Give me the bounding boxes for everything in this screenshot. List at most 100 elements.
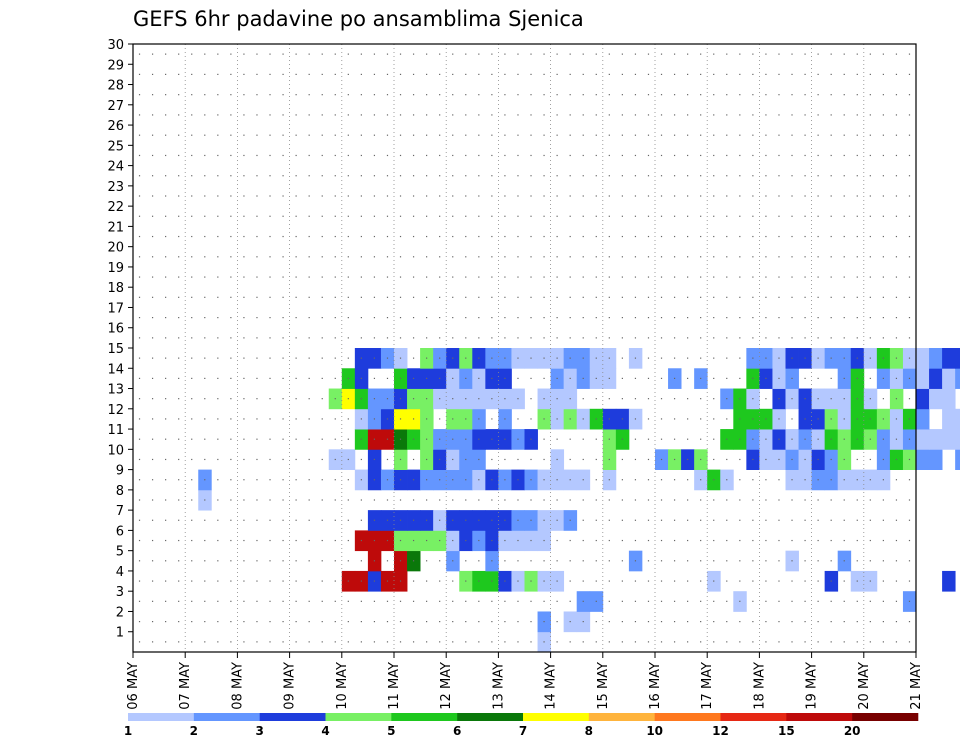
grid-dot	[269, 560, 271, 562]
grid-dot	[817, 317, 819, 319]
grid-dot	[713, 215, 715, 217]
grid-dot	[334, 134, 336, 136]
grid-dot	[726, 438, 728, 440]
grid-dot	[582, 600, 584, 602]
grid-dot	[817, 175, 819, 177]
grid-dot	[804, 276, 806, 278]
grid-dot	[713, 296, 715, 298]
grid-dot	[373, 580, 376, 582]
grid-dot	[726, 377, 728, 379]
grid-dot	[869, 114, 871, 116]
grid-dot	[165, 73, 167, 75]
grid-dot	[256, 256, 258, 258]
grid-dot	[765, 377, 767, 379]
grid-dot	[334, 600, 336, 602]
grid-dot	[295, 621, 297, 623]
grid-dot	[373, 94, 376, 96]
grid-dot	[191, 560, 193, 562]
y-tick-label: 30	[107, 38, 124, 53]
grid-dot	[191, 357, 193, 359]
grid-dot	[165, 134, 167, 136]
grid-dot	[151, 317, 154, 319]
grid-dot	[700, 215, 702, 217]
grid-dot	[660, 479, 663, 481]
grid-dot	[412, 276, 415, 278]
grid-dot	[543, 560, 545, 562]
grid-dot	[243, 580, 245, 582]
grid-dot	[360, 600, 362, 602]
grid-dot	[360, 256, 362, 258]
grid-dot	[908, 154, 911, 157]
grid-dot	[765, 641, 767, 643]
grid-dot	[217, 276, 219, 278]
grid-dot	[713, 641, 715, 643]
grid-dot	[856, 398, 858, 400]
grid-dot	[726, 276, 728, 278]
grid-dot	[608, 519, 610, 521]
grid-dot	[373, 276, 376, 278]
grid-dot	[687, 560, 689, 562]
grid-dot	[843, 256, 845, 258]
grid-dot	[804, 418, 806, 420]
grid-dot	[282, 600, 284, 602]
grid-dot	[621, 600, 623, 602]
grid-dot	[504, 114, 506, 116]
grid-dot	[647, 276, 650, 278]
grid-dot	[204, 377, 206, 379]
grid-dot	[243, 337, 245, 339]
grid-dot	[399, 195, 402, 197]
grid-dot	[713, 317, 715, 319]
grid-dot	[204, 235, 206, 238]
grid-dot	[191, 539, 193, 542]
grid-dot	[804, 154, 806, 157]
grid-dot	[295, 539, 297, 542]
grid-dot	[243, 600, 245, 602]
heatmap-cell	[942, 348, 956, 369]
grid-dot	[908, 458, 911, 461]
grid-dot	[608, 398, 610, 400]
grid-dot	[256, 621, 258, 623]
grid-dot	[217, 94, 219, 96]
grid-dot	[165, 53, 167, 55]
y-tick-label: 8	[116, 484, 124, 499]
grid-dot	[256, 134, 258, 136]
x-tick-label: 09 MAY	[283, 662, 298, 710]
colorbar-segment	[852, 713, 919, 721]
grid-dot	[647, 438, 650, 440]
grid-dot	[269, 641, 271, 643]
grid-dot	[295, 438, 297, 440]
grid-dot	[817, 580, 819, 582]
grid-dot	[230, 256, 232, 258]
grid-dot	[882, 621, 884, 623]
grid-dot	[752, 418, 754, 420]
grid-dot	[308, 458, 310, 461]
grid-dot	[151, 276, 154, 278]
grid-dot	[582, 94, 584, 96]
grid-dot	[151, 154, 154, 157]
grid-dot	[334, 114, 336, 116]
grid-dot	[452, 458, 454, 461]
grid-dot	[360, 114, 362, 116]
grid-dot	[412, 580, 415, 582]
grid-dot	[165, 215, 167, 217]
grid-dot	[713, 175, 715, 177]
grid-dot	[739, 560, 741, 562]
grid-dot	[634, 73, 637, 75]
grid-dot	[673, 114, 676, 116]
grid-dot	[308, 438, 310, 440]
grid-dot	[739, 94, 741, 96]
grid-dot	[373, 398, 376, 400]
grid-dot	[778, 73, 780, 75]
grid-dot	[386, 458, 389, 461]
grid-dot	[856, 560, 858, 562]
grid-dot	[843, 215, 845, 217]
grid-dot	[282, 580, 284, 582]
grid-dot	[151, 519, 154, 521]
grid-dot	[582, 276, 584, 278]
grid-dot	[347, 580, 349, 582]
grid-dot	[399, 215, 402, 217]
grid-dot	[582, 73, 584, 75]
grid-dot	[634, 519, 637, 521]
grid-dot	[282, 235, 284, 238]
grid-dot	[412, 539, 415, 542]
